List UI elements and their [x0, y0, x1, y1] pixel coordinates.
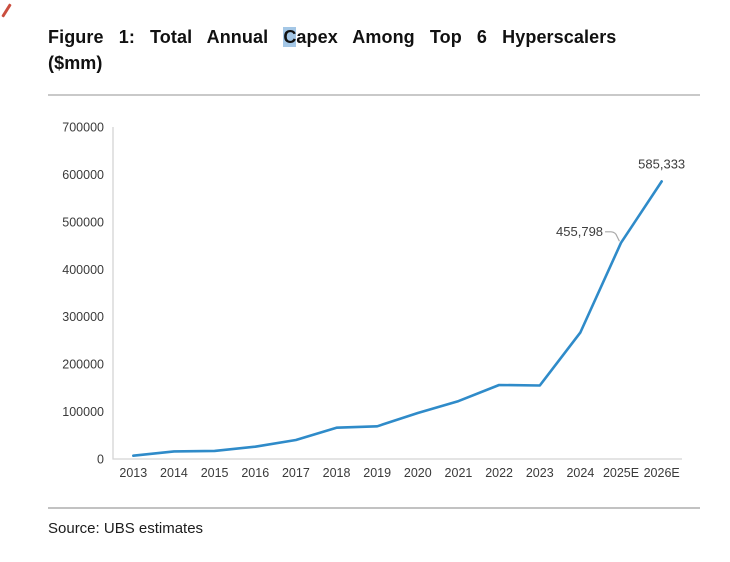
y-axis-tick-label: 400000 [62, 263, 104, 277]
source-divider [48, 507, 700, 509]
y-axis-tick-label: 700000 [62, 121, 104, 135]
capex-series-line [132, 180, 664, 458]
source-text: Source: UBS estimates [48, 520, 204, 537]
data-label-leader-line [605, 231, 620, 242]
y-axis-tick-label: 200000 [62, 358, 104, 372]
capex-line-chart: 0 100000 200000 300000 400000 500000 600000 700… [0, 115, 730, 500]
x-axis-tick-label: 2018 [323, 466, 351, 480]
axis-lines [112, 127, 682, 460]
x-axis-tick-label: 2023 [526, 466, 554, 480]
title-text-after-highlight: apex Among Top 6 Hyperscalers [296, 27, 617, 47]
x-axis-tick-label: 2026E [644, 466, 680, 480]
y-axis-tick-label: 300000 [62, 310, 104, 324]
x-axis-tick-label: 2015 [201, 466, 229, 480]
y-axis-tick-label: 100000 [62, 405, 104, 419]
figure-title-line2: ($mm) [48, 53, 103, 73]
title-divider [48, 94, 700, 96]
x-axis-tick-label: 2016 [241, 466, 269, 480]
x-axis-tick-label: 2025E [603, 466, 639, 480]
y-axis-tick-label: 0 [97, 453, 104, 467]
red-annotation-mark [1, 3, 12, 18]
x-axis-tick-label: 2022 [485, 466, 513, 480]
y-axis-tick-label: 600000 [62, 168, 104, 182]
x-axis-tick-label: 2020 [404, 466, 432, 480]
title-text-before-highlight: Figure 1: Total Annual [48, 27, 284, 47]
x-axis-tick-label: 2024 [566, 466, 594, 480]
chart-canvas: 0 100000 200000 300000 400000 500000 600000 700… [62, 121, 685, 481]
x-axis-tick-label: 2013 [119, 466, 147, 480]
text-selection-highlight: C [283, 27, 297, 47]
figure-title-line1: Figure 1: Total Annual Capex Among Top 6… [48, 24, 700, 50]
data-label: 585,333 [638, 156, 685, 171]
x-axis-tick-label: 2021 [445, 466, 473, 480]
figure-title: Figure 1: Total Annual Capex Among Top 6… [48, 24, 700, 76]
x-axis-tick-label: 2014 [160, 466, 188, 480]
data-label: 455,798 [556, 224, 603, 239]
x-axis-tick-label: 2019 [363, 466, 391, 480]
y-axis-tick-label: 500000 [62, 215, 104, 229]
x-axis-tick-label: 2017 [282, 466, 310, 480]
